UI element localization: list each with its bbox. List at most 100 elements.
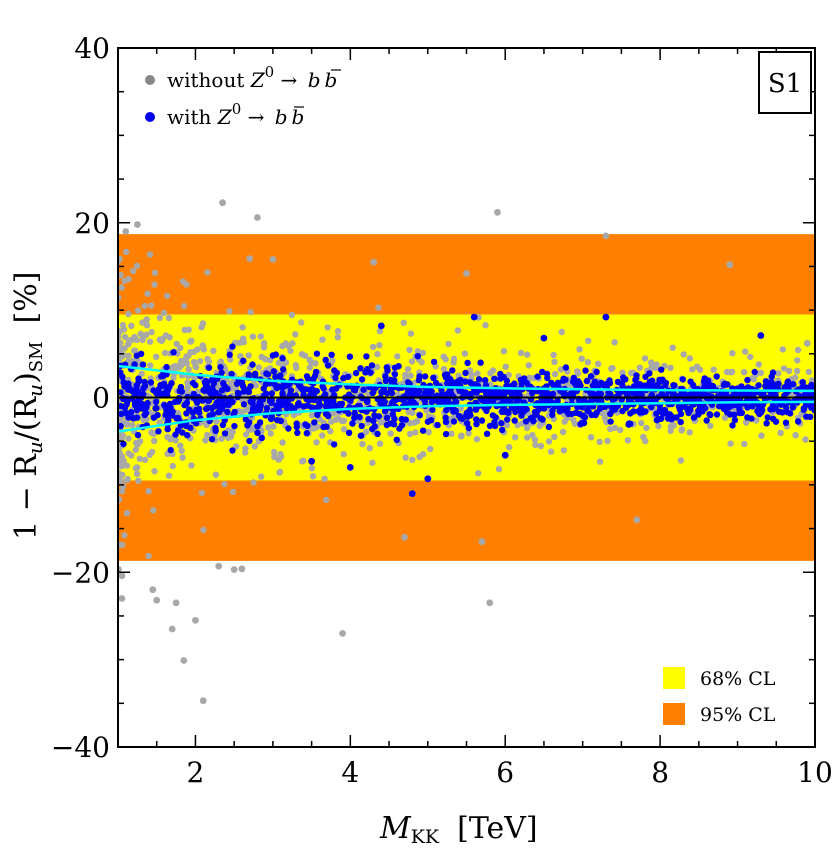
scatter-point	[755, 361, 763, 368]
scatter-point	[424, 387, 431, 395]
scatter-point	[339, 630, 346, 637]
scatter-point	[391, 377, 398, 384]
scatter-point	[758, 409, 765, 416]
scatter-point	[287, 387, 295, 394]
scatter-point	[608, 365, 615, 372]
x-tick-label: 6	[496, 756, 514, 789]
scatter-point	[180, 359, 187, 366]
y-axis-title-sub1: u	[23, 441, 47, 454]
scatter-point	[636, 364, 643, 371]
scatter-point	[648, 403, 655, 411]
scatter-point	[258, 473, 265, 480]
scatter-point	[250, 479, 257, 486]
scatter-point	[475, 376, 483, 383]
scatter-point	[128, 387, 136, 394]
band-legend-swatch-95	[663, 703, 685, 725]
scatter-point	[402, 454, 409, 461]
y-axis-title-mid: /(R	[9, 395, 44, 441]
scatter-point	[346, 464, 354, 471]
scatter-point	[736, 409, 743, 417]
scatter-point	[154, 411, 161, 419]
scatter-point	[298, 351, 306, 358]
scatter-point	[656, 378, 663, 385]
scatter-point	[377, 322, 385, 330]
scatter-point	[323, 496, 330, 503]
scatter-point	[449, 367, 456, 374]
scatter-point	[570, 374, 577, 381]
scatter-point	[308, 386, 316, 393]
scatter-point	[584, 359, 592, 366]
scatter-point	[205, 358, 213, 366]
scatter-point	[731, 411, 738, 418]
scatter-point	[782, 419, 790, 426]
scatter-point	[133, 470, 141, 477]
scatter-point	[391, 364, 399, 371]
scatter-point	[744, 376, 751, 384]
scatter-point	[643, 424, 650, 432]
scatter-point	[454, 327, 462, 334]
scatter-point	[123, 462, 131, 469]
scatter-point	[321, 475, 328, 483]
scatter-point	[254, 214, 261, 221]
scatter-point	[404, 366, 412, 373]
scatter-point	[118, 541, 126, 548]
scatter-point	[147, 379, 155, 386]
scatter-point	[622, 376, 629, 383]
scatter-point	[607, 390, 614, 398]
scatter-point	[177, 442, 184, 449]
scatter-point	[445, 340, 452, 348]
scatter-point	[152, 405, 159, 412]
scatter-point	[598, 397, 605, 405]
scatter-point	[507, 395, 514, 402]
scatter-point	[414, 353, 421, 360]
scatter-point	[267, 415, 275, 423]
scatter-point	[242, 431, 250, 438]
scatter-point	[158, 382, 166, 389]
scatter-point	[319, 432, 326, 439]
scatter-point	[311, 419, 318, 426]
scatter-point	[630, 408, 637, 415]
scatter-point	[706, 381, 713, 388]
scatter-point	[233, 443, 240, 450]
scatter-point	[685, 405, 692, 413]
scatter-point	[313, 439, 320, 446]
scatter-point	[402, 371, 409, 379]
scatter-point	[306, 364, 313, 371]
scatter-point	[802, 436, 809, 443]
scatter-point	[742, 419, 750, 426]
scatter-point	[169, 462, 176, 470]
scatter-point	[231, 422, 238, 430]
scatter-point	[247, 308, 254, 316]
band-legend-label-95: 95% CL	[700, 704, 776, 726]
scatter-point	[794, 418, 802, 425]
scatter-point	[387, 420, 394, 427]
scatter-point	[457, 376, 464, 384]
scatter-point	[596, 438, 603, 446]
scatter-point	[141, 382, 149, 390]
scatter-point	[383, 414, 391, 421]
scatter-point	[288, 405, 295, 412]
scatter-point	[198, 489, 206, 497]
scatter-point	[180, 302, 188, 310]
scatter-point	[277, 417, 284, 425]
scatter-point	[805, 368, 812, 376]
scatter-point	[504, 416, 511, 423]
scatter-point	[465, 430, 472, 437]
scatter-point	[323, 423, 330, 430]
scatter-point	[211, 403, 218, 410]
scatter-point	[376, 440, 384, 447]
scatter-point	[275, 383, 283, 390]
scatter-point	[212, 427, 219, 434]
scatter-point	[419, 349, 427, 357]
scatter-point	[699, 408, 706, 415]
scatter-point	[591, 378, 599, 385]
scatter-point	[408, 358, 416, 365]
scatter-point	[219, 421, 227, 429]
scatter-point	[272, 351, 279, 358]
scatter-point	[239, 383, 247, 390]
scatter-point	[251, 443, 258, 450]
scatter-point	[298, 319, 305, 326]
x-axis-title: MKK [TeV]	[379, 811, 538, 848]
scatter-point	[275, 359, 283, 367]
scatter-point	[146, 251, 154, 258]
